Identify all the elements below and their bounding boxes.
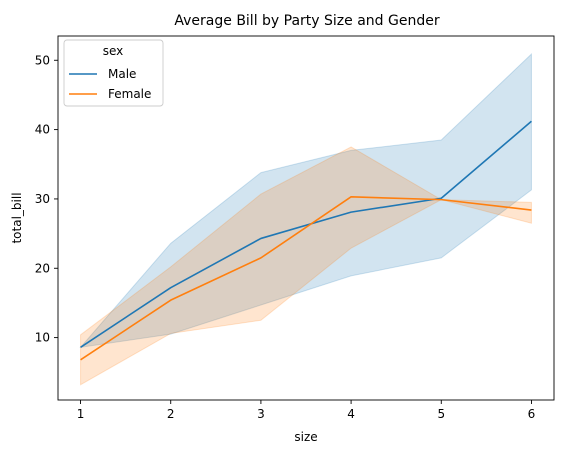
data-point-female [439,198,443,202]
data-point-female [349,195,353,199]
legend-label-male: Male [108,67,136,81]
data-point-female [259,256,263,260]
y-axis: 10 20 30 40 50 [35,53,58,345]
plot-area [79,52,533,386]
legend-label-female: Female [108,87,151,101]
y-tick-label: 40 [35,123,50,137]
y-tick-label: 50 [35,53,50,67]
y-tick-label: 30 [35,192,50,206]
x-tick-label: 2 [167,407,175,421]
data-point-male [529,119,533,123]
data-point-female [529,208,533,212]
x-tick-label: 4 [347,407,355,421]
ci-band-female [80,146,532,386]
data-point-male [259,236,263,240]
legend-box [63,39,164,107]
x-tick-label: 5 [437,407,445,421]
data-point-female [79,358,83,362]
data-point-female [169,298,173,302]
data-point-male [79,345,83,349]
x-axis-label: size [294,430,317,444]
data-point-male [349,210,353,214]
x-tick-label: 1 [77,407,85,421]
series-line-male [80,120,532,348]
x-axis: 1 2 3 4 5 6 [77,400,536,421]
x-tick-label: 6 [528,407,536,421]
plot-frame [57,35,555,401]
y-tick-label: 20 [35,261,50,275]
legend: sex Male Female [63,39,164,107]
x-tick-label: 3 [257,407,265,421]
series-line-female [80,196,532,361]
y-axis-label: total_bill [10,192,24,243]
legend-title: sex [103,44,124,58]
data-point-male [169,286,173,290]
y-tick-label: 10 [35,331,50,345]
chart-title: Average Bill by Party Size and Gender [174,13,439,29]
